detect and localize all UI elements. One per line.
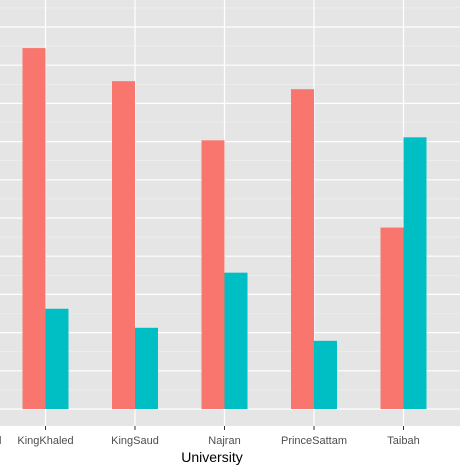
x-tick-label: KingSaud [111,435,159,447]
x-axis-ticks: KingKhaled KingSaud Najran PrinceSattam Taib… [17,426,420,447]
x-tick-label-partial: l [0,435,1,447]
x-tick-label: PrinceSattam [281,435,347,447]
x-axis-title: University [181,449,242,465]
bar-series-1-taibah [380,227,404,409]
bar-series-1-najran [201,140,225,409]
x-tick-label: Najran [208,435,240,447]
x-tick-label: KingKhaled [17,435,73,447]
bar-series-2-najran [224,272,248,409]
bar-series-1-princesattam [291,89,314,409]
bar-series-2-princesattam [314,340,337,409]
bar-series-1-kingkhaled [22,48,46,409]
bar-series-2-kingsaud [135,327,158,409]
bar-series-1-kingsaud [112,81,135,410]
bar-series-2-kingkhaled [45,308,69,409]
bar-series-2-taibah [403,137,427,409]
bars [22,48,427,410]
x-tick-label: Taibah [387,435,419,447]
